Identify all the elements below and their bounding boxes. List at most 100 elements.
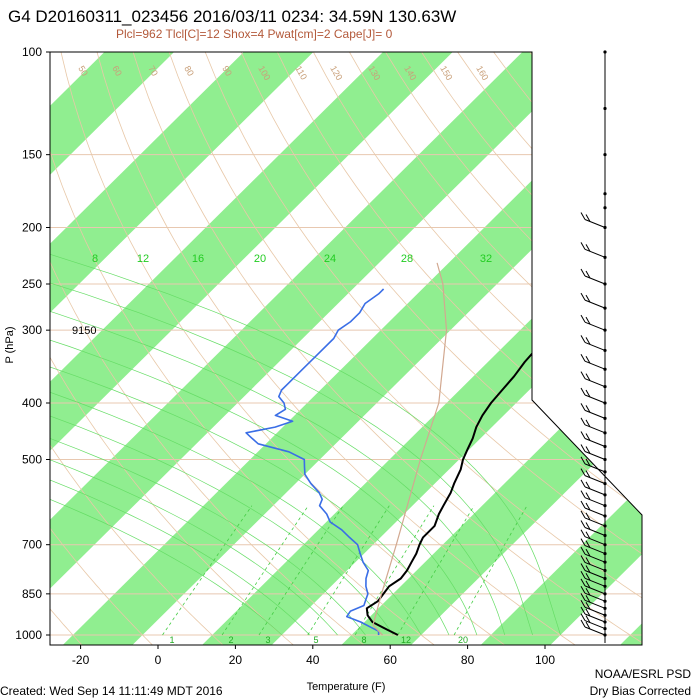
dry-adiabat (132, 52, 642, 645)
temperature-axis: -20 0 20 40 60 80 100 (72, 645, 555, 667)
wind-barb-flag (580, 619, 586, 628)
y-tick-label: 200 (22, 221, 42, 235)
mixing-ratio-label-bottom: 12 (401, 635, 411, 645)
wind-barb-shaft (584, 517, 606, 527)
wind-barb-flag (580, 555, 586, 563)
wind-barb-flag (585, 470, 591, 478)
wind-level-dot (603, 153, 607, 157)
wind-barb-shaft (584, 553, 606, 563)
wind-barb-shaft (584, 620, 606, 630)
wind-barb-shaft (584, 321, 606, 331)
y-tick-label: 250 (22, 277, 42, 291)
moist-adiabat (50, 227, 506, 636)
credit-line-2: Dry Bias Corrected (590, 684, 691, 698)
dry-adiabat-label: 80 (182, 64, 196, 78)
wind-barb-flag (585, 580, 591, 589)
x-tick-label: 20 (229, 653, 243, 667)
wind-barb-flag (585, 244, 591, 252)
parcel-profile (372, 262, 448, 636)
wind-barb-shaft (584, 592, 606, 602)
dry-adiabat (240, 52, 642, 645)
wind-barb-flag (580, 490, 586, 498)
dry-adiabat-label: 50 (76, 64, 90, 78)
dry-adiabat (276, 52, 642, 645)
wind-barb-flag (585, 531, 591, 539)
wind-barb-shaft (584, 613, 606, 623)
y-axis-label: P (hPa) (4, 326, 16, 363)
pressure-axis: 100 150 200 250 300 400 500 700 850 1000 (15, 45, 50, 642)
wind-barb-shaft (584, 497, 606, 507)
y-tick-label: 100 (22, 45, 42, 59)
wind-barb-flag (580, 500, 586, 509)
mixing-ratio-label: 24 (324, 253, 336, 265)
mixing-ratio-label: 28 (401, 253, 413, 265)
moist-adiabat (50, 227, 450, 636)
wind-barb-flag (585, 214, 591, 222)
wind-barb-shaft (584, 341, 606, 351)
wind-barb-shaft (584, 438, 606, 447)
mixing-ratio-label-bottom: 8 (361, 635, 366, 645)
wind-barb-flag (580, 403, 586, 411)
wind-barb-flag (585, 458, 591, 467)
mixing-ratio-label-bottom: 1 (169, 635, 174, 645)
dry-adiabat (60, 52, 512, 645)
wind-barb-flag (580, 335, 586, 343)
wind-barb-flag (580, 431, 586, 439)
wind-barb-flag (585, 355, 591, 364)
moist-adiabats (50, 227, 561, 636)
isotherm-label: 0 (536, 345, 553, 362)
plot-frame (49, 51, 643, 646)
dry-adiabat (96, 52, 583, 645)
isotherm-label: -20 (536, 180, 562, 206)
mixing-ratio-label-bottom: 20 (458, 635, 468, 645)
wind-barb-flag (580, 292, 586, 301)
wind-barb-shaft (584, 626, 606, 636)
annotation-9150: 9150 (72, 325, 96, 337)
credit-line-1: NOAA/ESRL PSD (595, 667, 692, 681)
wind-barb-shaft (584, 606, 606, 616)
mixing-ratio-label-bottom: 2 (228, 635, 233, 645)
wind-barb-flag (585, 419, 591, 428)
y-tick-label: 150 (22, 148, 42, 162)
wind-barb-shaft (584, 570, 606, 579)
isotherm-band (50, 52, 327, 645)
dry-adiabat-label: 110 (293, 64, 309, 81)
wind-barbs (580, 50, 607, 643)
wind-barb-shaft (584, 536, 606, 546)
wind-barb-shaft (584, 394, 606, 404)
wind-barb-flag (585, 294, 591, 303)
moist-adiabat (50, 227, 394, 636)
wind-barb-flag (580, 417, 586, 426)
wind-barb-shaft (584, 561, 606, 571)
moist-adiabat (50, 227, 533, 636)
moist-adiabat (50, 227, 338, 636)
moist-adiabat (50, 227, 478, 636)
wind-barb-flag (580, 538, 586, 546)
wind-barb-flag (585, 522, 591, 530)
wind-barb-flag (585, 405, 591, 413)
wind-barb-flag (580, 242, 586, 250)
wind-barb-shaft (584, 486, 606, 496)
wind-barb-flag (585, 502, 591, 511)
wind-barb-flag (585, 389, 591, 398)
wind-barb-flag (585, 557, 591, 565)
x-axis-label: Temperature (F) (307, 681, 386, 693)
mixing-ratio-label: 32 (480, 253, 492, 265)
dry-adiabat (50, 52, 158, 645)
dry-adiabat (204, 52, 642, 645)
x-tick-label: 100 (535, 653, 555, 667)
mixing-ratio-label: 12 (137, 253, 149, 265)
wind-barb-flag (585, 316, 591, 325)
wind-barb-shaft (584, 378, 606, 388)
dry-adiabat (50, 52, 441, 645)
wind-barb-flag (580, 371, 586, 379)
mixing-ratio-label-bottom: 5 (313, 635, 318, 645)
wind-barb-shaft (584, 248, 606, 258)
dry-adiabat (50, 52, 370, 645)
wind-barb-flag (580, 510, 586, 519)
wind-barb-flag (580, 571, 586, 579)
wind-barb-flag (580, 314, 586, 323)
moist-adiabat (50, 227, 561, 636)
y-tick-label: 500 (22, 452, 42, 466)
